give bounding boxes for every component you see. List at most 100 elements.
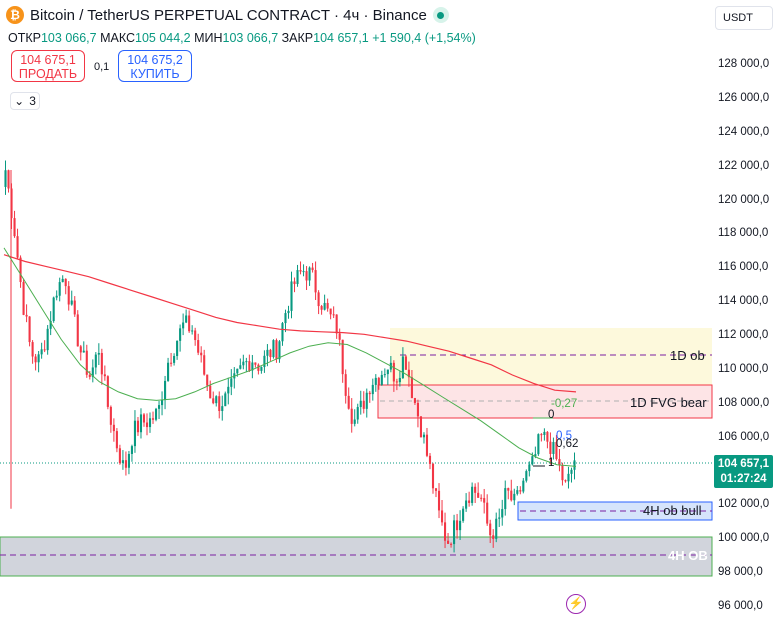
candle-bear[interactable] xyxy=(248,361,251,371)
candle-bull[interactable] xyxy=(127,453,130,468)
candle-bear[interactable] xyxy=(112,424,115,432)
candle-bear[interactable] xyxy=(299,270,302,272)
candle-bear[interactable] xyxy=(555,442,558,460)
candle-bear[interactable] xyxy=(540,434,543,436)
candle-bear[interactable] xyxy=(443,522,447,541)
candle-bull[interactable] xyxy=(573,460,576,470)
candle-bull[interactable] xyxy=(462,508,465,521)
candle-bull[interactable] xyxy=(58,282,61,296)
candle-bull[interactable] xyxy=(61,278,64,283)
candle-bull[interactable] xyxy=(302,271,305,273)
candle-bull[interactable] xyxy=(185,315,188,323)
candle-bear[interactable] xyxy=(206,374,209,386)
candle-bull[interactable] xyxy=(359,400,362,408)
candle-bear[interactable] xyxy=(440,510,444,523)
candle-bull[interactable] xyxy=(353,419,356,424)
candle-bull[interactable] xyxy=(371,384,374,395)
candle-bear[interactable] xyxy=(431,463,435,489)
candle-bear[interactable] xyxy=(450,543,453,545)
candle-bull[interactable] xyxy=(130,446,134,454)
candle-bull[interactable] xyxy=(287,310,290,314)
candle-bull[interactable] xyxy=(281,323,284,342)
candle-bear[interactable] xyxy=(115,431,118,449)
candle-bear[interactable] xyxy=(145,422,149,428)
candle-bear[interactable] xyxy=(100,352,103,375)
candle-bear[interactable] xyxy=(326,302,329,309)
candle-bear[interactable] xyxy=(477,492,480,498)
candle-bear[interactable] xyxy=(124,460,127,468)
candle-bear[interactable] xyxy=(486,502,489,524)
candle-bear[interactable] xyxy=(142,414,146,423)
candle-bear[interactable] xyxy=(269,349,272,358)
candle-bull[interactable] xyxy=(323,302,326,310)
candle-bull[interactable] xyxy=(263,355,266,368)
candle-bear[interactable] xyxy=(437,490,441,511)
candle-bull[interactable] xyxy=(46,328,49,351)
candle-bull[interactable] xyxy=(308,267,311,281)
candle-bear[interactable] xyxy=(34,356,37,363)
candle-bull[interactable] xyxy=(459,520,462,531)
candle-bull[interactable] xyxy=(251,362,254,371)
candle-bear[interactable] xyxy=(446,540,450,544)
candle-bear[interactable] xyxy=(395,381,398,383)
candle-bear[interactable] xyxy=(489,523,492,536)
candle-bear[interactable] xyxy=(10,188,13,219)
candle-bear[interactable] xyxy=(341,339,344,375)
candle-bull[interactable] xyxy=(290,281,293,311)
candle-bear[interactable] xyxy=(404,356,407,370)
candle-bear[interactable] xyxy=(200,352,203,356)
candle-bull[interactable] xyxy=(40,349,43,355)
candle-bear[interactable] xyxy=(434,488,438,491)
candle-bull[interactable] xyxy=(94,354,97,368)
candle-bull[interactable] xyxy=(148,418,152,428)
candle-bear[interactable] xyxy=(22,282,25,315)
candle-bull[interactable] xyxy=(522,480,525,492)
candle-bear[interactable] xyxy=(85,350,88,375)
candle-bear[interactable] xyxy=(212,398,215,404)
candle-bear[interactable] xyxy=(368,392,371,395)
candle-bull[interactable] xyxy=(272,340,275,358)
candle-bull[interactable] xyxy=(380,374,383,385)
candle-bull[interactable] xyxy=(245,361,248,363)
candle-bull[interactable] xyxy=(176,340,179,356)
candle-bear[interactable] xyxy=(561,465,564,481)
candle-bear[interactable] xyxy=(468,500,471,503)
candle-bear[interactable] xyxy=(170,362,173,364)
candle-bear[interactable] xyxy=(350,408,353,424)
candle-bear[interactable] xyxy=(546,431,549,442)
candle-bear[interactable] xyxy=(16,236,19,258)
candle-bear[interactable] xyxy=(425,434,429,456)
candle-bear[interactable] xyxy=(7,170,10,189)
sell-button[interactable]: 104 675,1 ПРОДАТЬ xyxy=(11,50,85,82)
candle-bull[interactable] xyxy=(179,328,182,341)
candle-bear[interactable] xyxy=(344,374,347,396)
candle-bull[interactable] xyxy=(537,434,540,455)
candle-bear[interactable] xyxy=(76,314,79,347)
candle-bear[interactable] xyxy=(338,333,341,340)
candle-bear[interactable] xyxy=(564,480,567,482)
candle-bear[interactable] xyxy=(106,376,109,407)
lightning-icon[interactable]: ⚡ xyxy=(566,594,586,614)
candle-bear[interactable] xyxy=(67,286,70,305)
candle-bear[interactable] xyxy=(188,315,191,332)
candle-bull[interactable] xyxy=(139,414,143,433)
candle-bear[interactable] xyxy=(194,330,197,341)
candle-bear[interactable] xyxy=(413,398,416,403)
candle-bull[interactable] xyxy=(531,456,534,465)
candle-bull[interactable] xyxy=(398,377,401,383)
candle-bear[interactable] xyxy=(293,281,296,285)
candle-bear[interactable] xyxy=(335,314,338,334)
candle-bull[interactable] xyxy=(236,368,239,374)
candle-bear[interactable] xyxy=(456,520,459,531)
candle-bull[interactable] xyxy=(37,354,40,363)
candle-bear[interactable] xyxy=(474,486,477,493)
candle-bull[interactable] xyxy=(528,464,531,472)
candle-bear[interactable] xyxy=(483,498,486,503)
candle-bull[interactable] xyxy=(525,471,528,481)
candle-bear[interactable] xyxy=(257,364,260,371)
candle-bear[interactable] xyxy=(203,355,206,375)
candle-bear[interactable] xyxy=(28,316,31,343)
candle-bull[interactable] xyxy=(133,420,137,447)
candle-bear[interactable] xyxy=(558,459,561,466)
